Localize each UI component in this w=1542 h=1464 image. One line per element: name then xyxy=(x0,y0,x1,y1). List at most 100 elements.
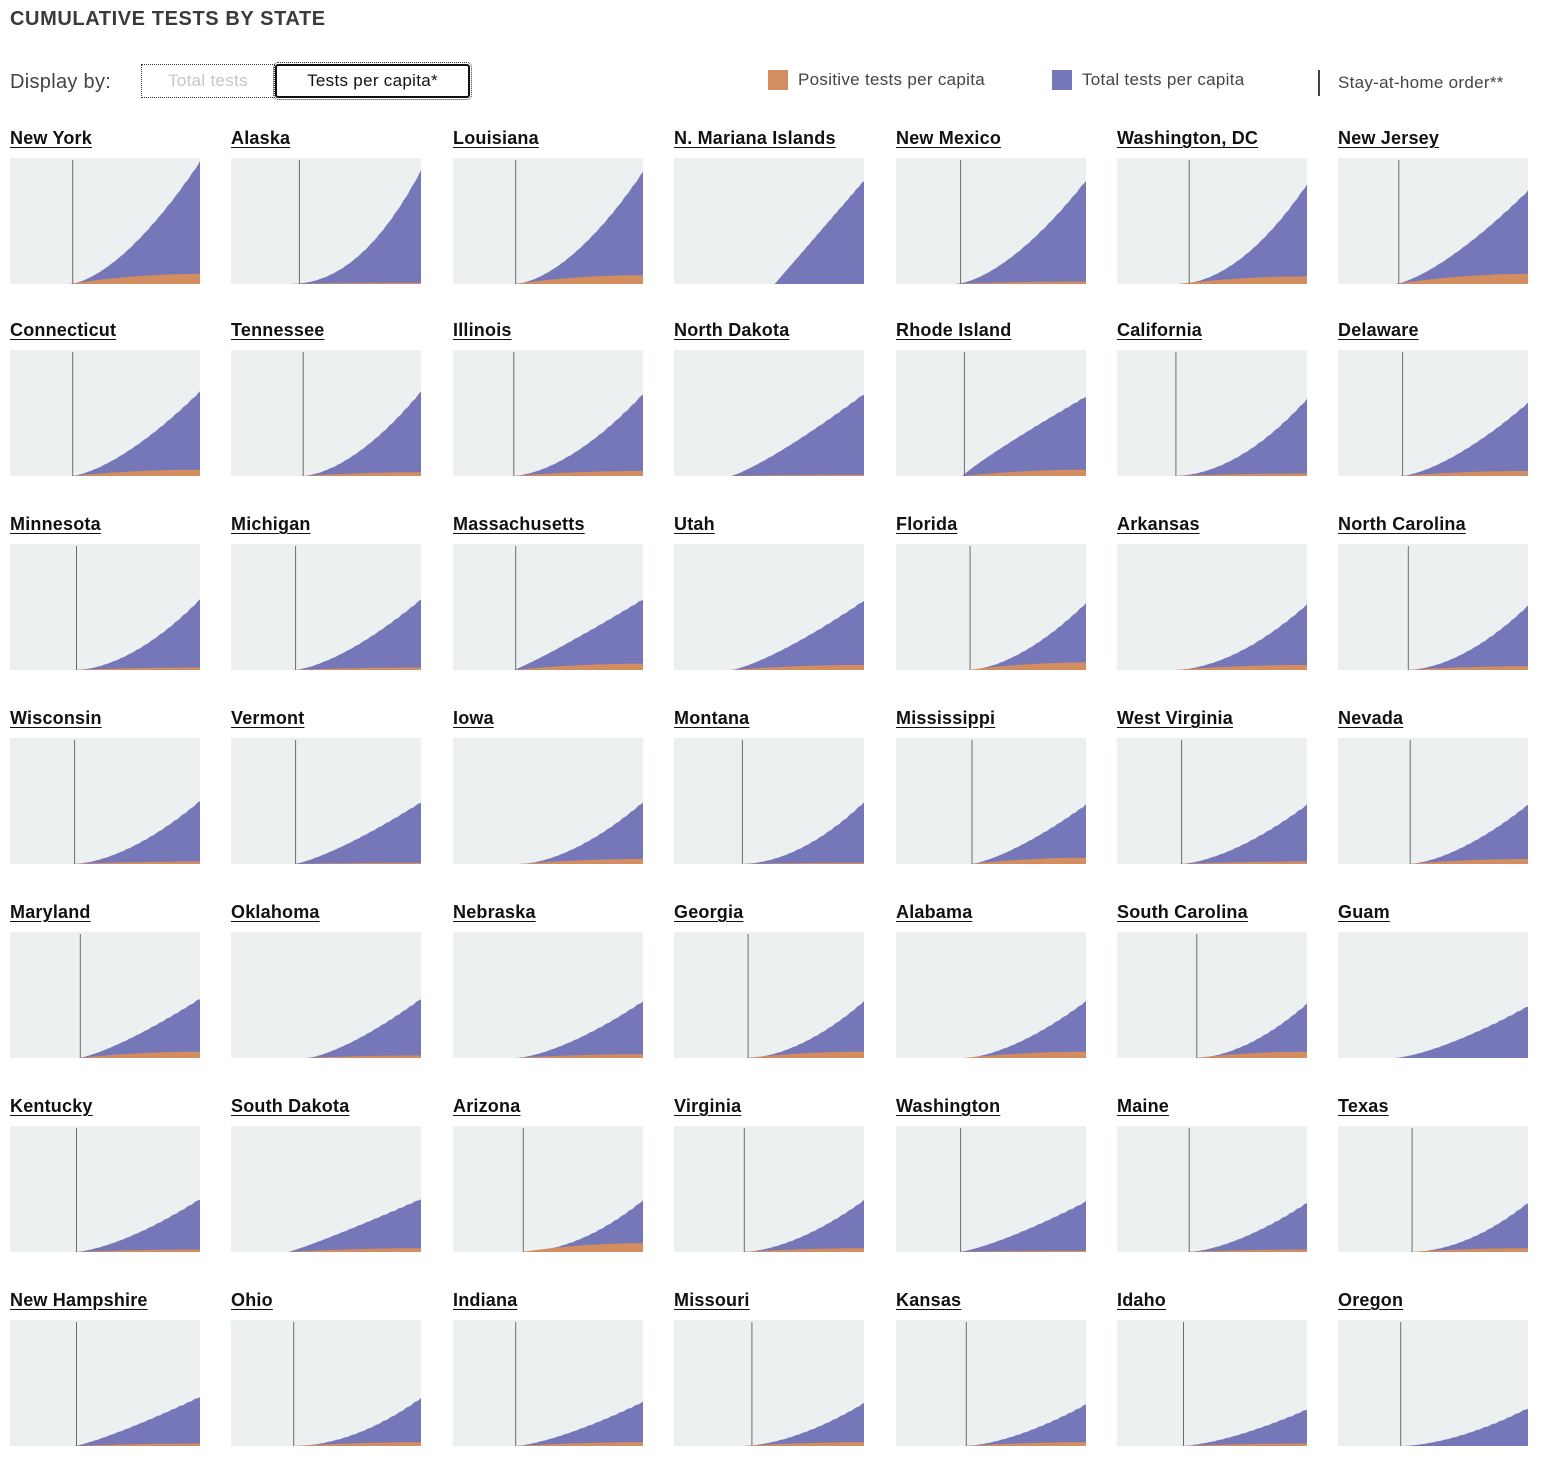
legend-order-label: Stay-at-home order** xyxy=(1338,73,1504,92)
state-link-washington[interactable]: Washington xyxy=(896,1096,1001,1116)
state-link-tennessee[interactable]: Tennessee xyxy=(231,320,325,340)
total-tests-button[interactable]: Total tests xyxy=(141,64,275,98)
positive-tests-area xyxy=(731,474,864,476)
state-link-guam[interactable]: Guam xyxy=(1338,902,1390,922)
state-link-wisconsin[interactable]: Wisconsin xyxy=(10,708,102,728)
state-link-north-dakota[interactable]: North Dakota xyxy=(674,320,790,340)
state-link-new-york[interactable]: New York xyxy=(10,128,92,148)
state-link-kansas[interactable]: Kansas xyxy=(896,1290,962,1310)
state-link-south-carolina[interactable]: South Carolina xyxy=(1117,902,1248,922)
total-tests-area xyxy=(731,394,864,476)
tests-per-capita-button[interactable]: Tests per capita* xyxy=(273,62,472,100)
chart-nebraska xyxy=(453,932,643,1058)
total-tests-area xyxy=(307,999,421,1058)
state-link-indiana[interactable]: Indiana xyxy=(453,1290,518,1310)
chart-nevada xyxy=(1338,738,1528,864)
state-link-new-hampshire[interactable]: New Hampshire xyxy=(10,1290,148,1310)
positive-tests-area xyxy=(1181,1443,1307,1446)
chart-alabama xyxy=(896,932,1086,1058)
state-link-south-dakota[interactable]: South Dakota xyxy=(231,1096,350,1116)
state-link-missouri[interactable]: Missouri xyxy=(674,1290,750,1310)
state-link-rhode-island[interactable]: Rhode Island xyxy=(896,320,1012,340)
total-tests-area xyxy=(970,804,1086,864)
chart-tennessee xyxy=(231,350,421,476)
positive-tests-area xyxy=(970,857,1086,864)
positive-tests-area xyxy=(740,862,864,864)
state-link-arkansas[interactable]: Arkansas xyxy=(1117,514,1200,534)
state-link-kentucky[interactable]: Kentucky xyxy=(10,1096,93,1116)
state-link-delaware[interactable]: Delaware xyxy=(1338,320,1419,340)
state-link-connecticut[interactable]: Connecticut xyxy=(10,320,117,340)
positive-tests-area xyxy=(1400,471,1528,476)
positive-tests-area xyxy=(731,665,864,670)
state-link-texas[interactable]: Texas xyxy=(1338,1096,1389,1116)
state-link-florida[interactable]: Florida xyxy=(896,514,958,534)
positive-tests-area xyxy=(1395,273,1528,284)
positive-tests-area xyxy=(1174,665,1307,670)
state-link-utah[interactable]: Utah xyxy=(674,514,715,534)
state-link-nebraska[interactable]: Nebraska xyxy=(453,902,536,922)
state-link-maryland[interactable]: Maryland xyxy=(10,902,91,922)
chart-utah xyxy=(674,544,864,670)
total-tests-area xyxy=(742,1199,864,1252)
total-tests-area xyxy=(1410,1203,1528,1252)
state-link-new-mexico[interactable]: New Mexico xyxy=(896,128,1002,148)
state-link-north-carolina[interactable]: North Carolina xyxy=(1338,514,1466,534)
total-tests-area xyxy=(515,1001,643,1058)
chart-delaware xyxy=(1338,350,1528,476)
state-link-ohio[interactable]: Ohio xyxy=(231,1290,273,1310)
chart-vermont xyxy=(231,738,421,864)
state-link-n-mariana-islands[interactable]: N. Mariana Islands xyxy=(674,128,836,148)
state-link-louisiana[interactable]: Louisiana xyxy=(453,128,539,148)
state-link-montana[interactable]: Montana xyxy=(674,708,750,728)
state-link-arizona[interactable]: Arizona xyxy=(453,1096,521,1116)
state-link-iowa[interactable]: Iowa xyxy=(453,708,494,728)
legend-total: Total tests per capita xyxy=(1052,70,1245,90)
state-link-california[interactable]: California xyxy=(1117,320,1203,340)
state-link-new-jersey[interactable]: New Jersey xyxy=(1338,128,1440,148)
state-link-maine[interactable]: Maine xyxy=(1117,1096,1170,1116)
chart-oklahoma xyxy=(231,932,421,1058)
state-link-mississippi[interactable]: Mississippi xyxy=(896,708,996,728)
state-link-alabama[interactable]: Alabama xyxy=(896,902,973,922)
state-link-oregon[interactable]: Oregon xyxy=(1338,1290,1404,1310)
total-tests-area xyxy=(513,172,643,284)
positive-tests-area xyxy=(742,1442,864,1446)
state-link-illinois[interactable]: Illinois xyxy=(453,320,512,340)
state-link-west-virginia[interactable]: West Virginia xyxy=(1117,708,1233,728)
state-link-alaska[interactable]: Alaska xyxy=(231,128,291,148)
positive-tests-area xyxy=(515,1442,643,1446)
state-link-michigan[interactable]: Michigan xyxy=(231,514,311,534)
total-tests-area xyxy=(74,1199,200,1252)
total-tests-area xyxy=(954,181,1086,284)
legend-total-label: Total tests per capita xyxy=(1082,70,1245,89)
chart-south-dakota xyxy=(231,1126,421,1252)
chart-maine xyxy=(1117,1126,1307,1252)
state-link-massachusetts[interactable]: Massachusetts xyxy=(453,514,585,534)
total-tests-area xyxy=(1408,804,1528,864)
positive-tests-area xyxy=(742,1248,864,1252)
total-tests-area xyxy=(74,1397,200,1446)
state-link-idaho[interactable]: Idaho xyxy=(1117,1290,1166,1310)
chart-louisiana xyxy=(453,158,643,284)
state-link-nevada[interactable]: Nevada xyxy=(1338,708,1404,728)
state-link-oklahoma[interactable]: Oklahoma xyxy=(231,902,320,922)
state-link-vermont[interactable]: Vermont xyxy=(231,708,305,728)
total-tests-area xyxy=(962,396,1086,476)
chart-n-mariana-islands xyxy=(674,158,864,284)
positive-tests-area xyxy=(74,1249,200,1252)
chart-arkansas xyxy=(1117,544,1307,670)
chart-kansas xyxy=(896,1320,1086,1446)
chart-wisconsin xyxy=(10,738,200,864)
total-tests-area xyxy=(1174,604,1307,670)
positive-tests-area xyxy=(293,667,421,670)
chart-florida xyxy=(896,544,1086,670)
state-link-washington-dc[interactable]: Washington, DC xyxy=(1117,128,1259,148)
total-tests-area xyxy=(521,1200,643,1252)
total-tests-area xyxy=(1181,1410,1307,1446)
state-link-virginia[interactable]: Virginia xyxy=(674,1096,742,1116)
state-link-georgia[interactable]: Georgia xyxy=(674,902,744,922)
positive-tests-area xyxy=(74,1443,200,1446)
total-tests-area xyxy=(740,802,864,864)
state-link-minnesota[interactable]: Minnesota xyxy=(10,514,101,534)
